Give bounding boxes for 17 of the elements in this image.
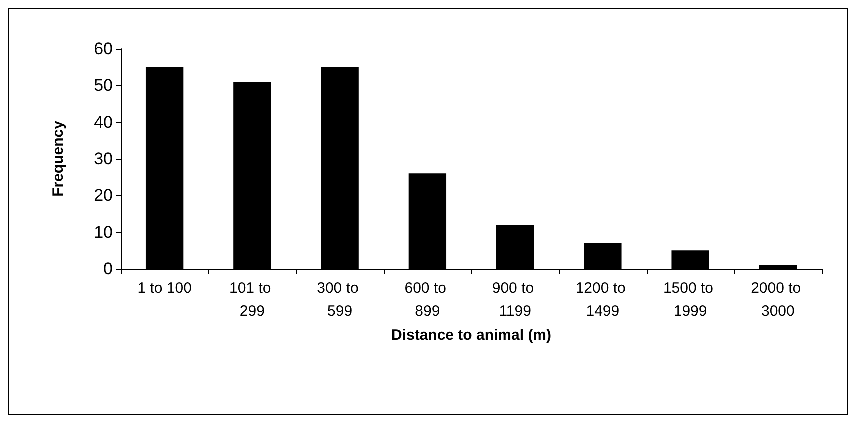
y-tick-label: 10: [94, 222, 113, 242]
x-tick-label: 300 to 599: [317, 280, 363, 320]
y-tick-label: 50: [94, 76, 113, 96]
y-tick-label: 40: [94, 112, 113, 132]
y-tick-label: 60: [94, 40, 113, 58]
x-tick-label: 1500 to 1999: [663, 280, 718, 320]
y-tick-label: 30: [94, 150, 113, 168]
x-axis-title: Distance to animal (m): [391, 326, 552, 344]
x-tick-label: 101 to 299: [230, 280, 276, 320]
x-tick-label: 1200 to 1499: [576, 280, 630, 320]
x-tick-label: 2000 to 3000: [751, 280, 806, 320]
x-tick-label: 900 to 1199: [492, 280, 538, 320]
y-axis-title: Frequency: [50, 120, 67, 197]
x-tick-label: 600 to 899: [404, 280, 451, 320]
y-tick-label: 20: [94, 186, 113, 206]
y-tick-label: 0: [104, 260, 113, 278]
x-tick-label: 1 to 100: [138, 280, 192, 297]
